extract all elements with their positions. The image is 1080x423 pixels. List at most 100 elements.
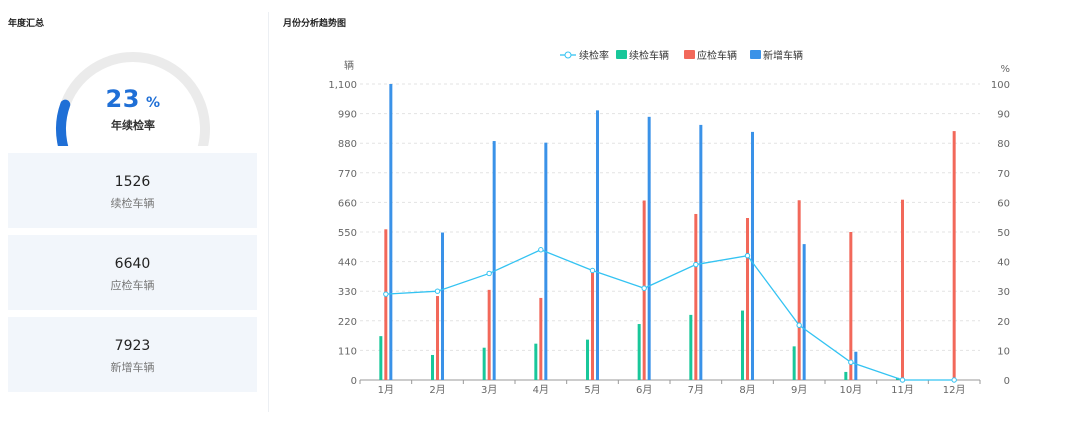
bar — [647, 116, 651, 380]
rate-point — [796, 322, 802, 328]
rate-line — [385, 249, 955, 381]
legend-item[interactable]: 应检车辆 — [684, 49, 737, 62]
x-tick-label: 8月 — [739, 384, 755, 396]
y-left-tick-label: 330 — [338, 287, 357, 298]
y-right-tick-label: 10 — [997, 346, 1010, 357]
renewal-rate-value: 23% — [0, 85, 266, 113]
monthly-trend-chart: 0 110 220 330 440 550 660 770 880 990 1,100 0 10 20 30… — [328, 49, 1010, 396]
legend-swatch-icon — [684, 50, 695, 59]
bar — [637, 324, 641, 380]
y-left-tick-label: 440 — [338, 258, 357, 269]
y-right-tick-label: 20 — [997, 317, 1010, 328]
rate-point — [899, 377, 906, 383]
x-tick-label: 4月 — [533, 384, 549, 396]
legend-label: 续检车辆 — [629, 49, 669, 62]
y-right-tick-label: 70 — [997, 169, 1010, 180]
bar — [797, 200, 801, 380]
bar — [492, 141, 496, 380]
bar — [534, 343, 538, 380]
bar — [379, 336, 383, 380]
rate-point — [589, 267, 596, 274]
y-right-unit: % — [1000, 64, 1010, 75]
bar — [539, 297, 543, 380]
legend-item[interactable]: 新增车辆 — [750, 49, 803, 62]
y-right-tick-label: 100 — [991, 80, 1010, 91]
bar — [389, 84, 393, 380]
legend-label: 新增车辆 — [763, 49, 803, 62]
bar — [849, 232, 853, 380]
legend-swatch-icon — [616, 50, 627, 59]
x-tick-label: 7月 — [688, 384, 704, 396]
legend-label: 续检率 — [579, 49, 609, 62]
stat-card-renewed: 1526 续检车辆 — [8, 153, 257, 228]
legend-item[interactable]: 续检车辆 — [616, 49, 669, 62]
y-left-tick-label: 1,100 — [328, 80, 357, 91]
x-tick-label: 1月 — [378, 384, 394, 396]
stat-card-new: 7923 新增车辆 — [8, 317, 257, 392]
stat-label: 续检车辆 — [110, 197, 155, 210]
y-right-tick-label: 90 — [997, 110, 1010, 121]
y-left-tick-label: 660 — [338, 198, 357, 209]
stat-label: 应检车辆 — [110, 279, 155, 292]
panel-divider — [268, 12, 269, 412]
rate-point — [641, 285, 647, 291]
bar — [436, 296, 439, 380]
bar — [596, 110, 599, 380]
rate-point — [383, 291, 389, 297]
bar — [591, 272, 594, 380]
trend-chart-title: 月份分析趋势图 — [283, 19, 347, 29]
y-left-tick-label: 770 — [338, 169, 357, 180]
y-left-tick-label: 0 — [351, 376, 357, 387]
bar — [844, 371, 848, 380]
renewal-rate-label: 年续检率 — [111, 119, 155, 132]
rate-point — [951, 377, 957, 383]
y-right-tick-label: 30 — [997, 287, 1010, 298]
y-left-tick-label: 550 — [338, 228, 357, 239]
y-right-tick-label: 60 — [997, 198, 1010, 209]
y-right-tick-label: 50 — [997, 228, 1010, 239]
gauge-fill — [56, 99, 71, 146]
y-left-tick-label: 880 — [338, 139, 357, 150]
x-tick-label: 5月 — [584, 384, 600, 396]
y-right-tick-label: 80 — [997, 139, 1010, 150]
bar — [694, 213, 698, 380]
renewal-rate-number: 23 — [105, 85, 140, 113]
rate-point — [434, 288, 441, 294]
x-tick-label: 11月 — [891, 384, 914, 396]
stat-card-due: 6640 应检车辆 — [8, 235, 257, 310]
bar — [431, 354, 434, 380]
rate-point — [486, 270, 492, 277]
x-tick-label: 12月 — [943, 384, 966, 396]
summary-title: 年度汇总 — [8, 19, 45, 29]
rate-point — [538, 247, 544, 253]
bar — [802, 244, 806, 380]
bar — [751, 131, 754, 380]
x-tick-label: 2月 — [429, 384, 445, 396]
y-right-tick-label: 0 — [1004, 376, 1010, 387]
bar — [746, 218, 749, 380]
x-tick-label: 3月 — [481, 384, 497, 396]
y-left-unit: 辆 — [344, 59, 354, 72]
bar — [384, 229, 388, 380]
legend-swatch-icon — [750, 50, 761, 59]
bar — [544, 142, 548, 380]
y-left-tick-label: 220 — [338, 317, 357, 328]
bar — [689, 314, 693, 380]
bar — [586, 339, 589, 380]
bar — [854, 351, 858, 380]
bar — [952, 131, 956, 380]
stat-label: 新增车辆 — [110, 361, 155, 374]
legend-label: 应检车辆 — [697, 49, 737, 62]
bar — [487, 289, 491, 380]
x-tick-label: 9月 — [791, 384, 807, 396]
bar — [441, 232, 444, 380]
legend-item[interactable]: 续检率 — [560, 49, 609, 62]
bar — [901, 199, 904, 380]
renewal-rate-gauge — [56, 52, 210, 146]
bar — [792, 346, 796, 380]
rate-point — [693, 261, 699, 268]
stat-value: 7923 — [114, 338, 151, 354]
bar — [741, 310, 744, 380]
bar — [699, 124, 703, 380]
y-left-tick-label: 110 — [338, 346, 357, 357]
